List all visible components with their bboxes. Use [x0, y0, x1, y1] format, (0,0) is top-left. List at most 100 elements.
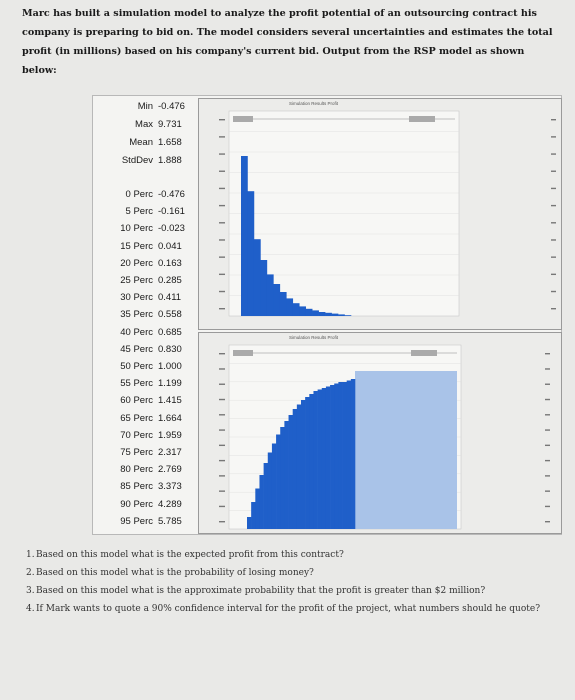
stat-label: 75 Perc [120, 447, 153, 458]
bar [247, 191, 255, 316]
tick-mark [545, 490, 550, 492]
stat-row: 85 Perc 3.373 [93, 481, 196, 496]
tick-mark [545, 475, 550, 477]
rsp-output-panel: Min -0.476 Max 9.731 Mean 1.658 StdDev 1.888 0 P… [92, 95, 562, 535]
stat-label: Mean [129, 137, 153, 148]
tick-mark [219, 368, 225, 370]
stat-label: 20 Perc [120, 257, 153, 269]
stat-row: Max 9.731 [93, 119, 196, 134]
stat-row: 55 Perc 1.199 [93, 378, 196, 393]
chart-title: Simulation Results Profit [289, 335, 339, 340]
bar [305, 397, 310, 529]
tick-mark [219, 490, 225, 492]
bar [266, 274, 274, 316]
tick-mark [551, 308, 556, 310]
stat-row: 45 Perc 0.830 [93, 344, 196, 359]
stat-row: 25 Perc 0.285 [93, 275, 196, 290]
stat-label: 60 Perc [120, 395, 153, 407]
tick-mark [545, 459, 550, 462]
bar [325, 386, 331, 529]
tick-mark [219, 204, 225, 207]
stat-value: 1.664 [158, 412, 182, 424]
bar [305, 308, 313, 316]
bar [338, 382, 343, 529]
question-text: If Mark wants to quote a 90% confidence … [36, 604, 541, 614]
bar [331, 313, 339, 316]
tick-mark [219, 136, 225, 138]
bar [276, 434, 281, 529]
stat-label: 80 Perc [120, 464, 153, 476]
tick-mark [545, 444, 550, 447]
tick-mark [551, 119, 556, 121]
bar [296, 404, 302, 529]
stat-label: Min [137, 101, 153, 112]
stat-value: -0.476 [158, 189, 185, 200]
question-item: 1. Based on this model what is the expect… [26, 548, 561, 562]
tick-mark [545, 398, 550, 401]
stat-value: 5.785 [158, 515, 182, 527]
bar [247, 517, 252, 529]
tick-mark [219, 239, 225, 241]
stat-value: 4.289 [158, 498, 182, 510]
stat-label: 65 Perc [120, 412, 153, 424]
bar [292, 303, 300, 316]
tick-mark [551, 170, 556, 172]
stat-value: 0.041 [158, 240, 182, 252]
bar [255, 488, 260, 529]
tick-mark [219, 187, 225, 190]
bar [330, 385, 335, 529]
bar [318, 312, 326, 316]
tick-mark [219, 353, 225, 355]
bar [271, 443, 277, 529]
tick-mark [551, 204, 556, 207]
stat-row: 65 Perc 1.664 [93, 413, 196, 428]
chart-title: Simulation Results Profit [289, 101, 339, 106]
tick-mark [551, 256, 556, 258]
tick-mark [551, 222, 556, 224]
tick-mark [551, 187, 556, 190]
bar [251, 502, 256, 529]
stat-value: 0.558 [158, 309, 182, 321]
stat-label: Max [135, 119, 153, 130]
question-number: 4. [26, 604, 35, 614]
cumulative-plot [219, 344, 550, 530]
bar [241, 156, 248, 316]
stat-label: 70 Perc [120, 429, 153, 441]
bar [280, 427, 285, 529]
tick-mark [545, 429, 550, 431]
stat-value: 3.373 [158, 481, 182, 493]
stat-row: 0 Perc -0.476 [93, 189, 196, 204]
question-number: 3. [26, 586, 35, 596]
stat-row: 30 Perc 0.411 [93, 292, 196, 307]
stat-row: 95 Perc 5.785 [93, 516, 196, 531]
stat-label: 55 Perc [120, 378, 153, 390]
bar [267, 452, 273, 529]
bar [301, 400, 306, 529]
stat-value: 1.888 [158, 155, 182, 166]
tick-mark [219, 256, 225, 258]
question-item: 2. Based on this model what is the probab… [26, 566, 561, 580]
tick-mark [551, 136, 556, 138]
tick-mark [545, 383, 550, 385]
stat-row: Mean 1.658 [93, 137, 196, 152]
tick-mark [219, 383, 225, 385]
tick-mark [551, 273, 556, 276]
stat-label: 15 Perc [120, 240, 153, 252]
bar [313, 391, 318, 529]
stat-label: 5 Perc [125, 206, 153, 218]
bar [259, 475, 264, 529]
cumulative-chart: Simulation Results Profit [198, 332, 562, 534]
stat-row: 5 Perc -0.161 [93, 206, 196, 221]
tail-region [355, 371, 457, 529]
slider-handle-right [409, 116, 435, 122]
bar [350, 379, 356, 529]
tick-mark [219, 119, 225, 121]
tick-mark [219, 429, 225, 431]
bar [279, 292, 287, 316]
tick-mark [219, 290, 225, 293]
tick-mark [545, 353, 550, 355]
stat-row: 70 Perc 1.959 [93, 430, 196, 445]
stat-row: StdDev 1.888 [93, 155, 196, 170]
bar [263, 463, 269, 529]
question-number: 2. [26, 568, 35, 578]
